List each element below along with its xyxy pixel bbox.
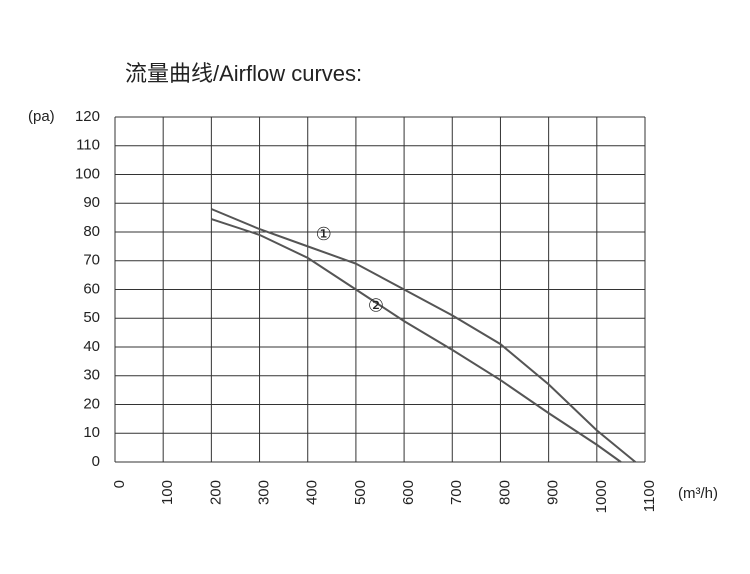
y-tick-label: 100 — [75, 165, 100, 182]
x-tick-label: 1100 — [641, 480, 658, 512]
x-tick-label: 200 — [207, 480, 224, 505]
x-tick-label: 500 — [352, 480, 369, 505]
y-tick-label: 10 — [83, 424, 100, 441]
y-tick-label: 0 — [92, 453, 100, 470]
x-tick-label: 300 — [256, 480, 273, 505]
curve — [210, 208, 636, 463]
x-axis-label: (m³/h) — [678, 485, 718, 502]
x-tick-label: 1000 — [593, 480, 610, 513]
y-tick-label: 40 — [83, 338, 100, 355]
y-tick-label: 30 — [83, 367, 100, 384]
curve-label: ① — [316, 224, 332, 244]
x-tick-label: 700 — [448, 480, 465, 505]
y-axis-label: (pa) — [28, 108, 55, 125]
y-tick-label: 50 — [83, 309, 100, 326]
curve — [211, 218, 622, 463]
x-tick-label: 100 — [159, 480, 176, 505]
y-tick-label: 80 — [83, 223, 100, 240]
curve-label: ② — [368, 295, 384, 315]
y-tick-label: 90 — [83, 194, 100, 211]
y-tick-label: 20 — [83, 395, 100, 412]
x-tick-label: 800 — [496, 480, 513, 505]
y-tick-label: 110 — [76, 137, 100, 154]
x-tick-label: 600 — [400, 480, 417, 505]
x-tick-label: 400 — [304, 480, 321, 505]
y-tick-label: 70 — [83, 252, 100, 269]
y-tick-label: 60 — [83, 280, 100, 297]
x-tick-label: 0 — [111, 480, 128, 488]
chart-title: 流量曲线/Airflow curves: — [125, 61, 362, 86]
y-tick-label: 120 — [75, 108, 100, 125]
x-tick-label: 900 — [545, 480, 562, 505]
